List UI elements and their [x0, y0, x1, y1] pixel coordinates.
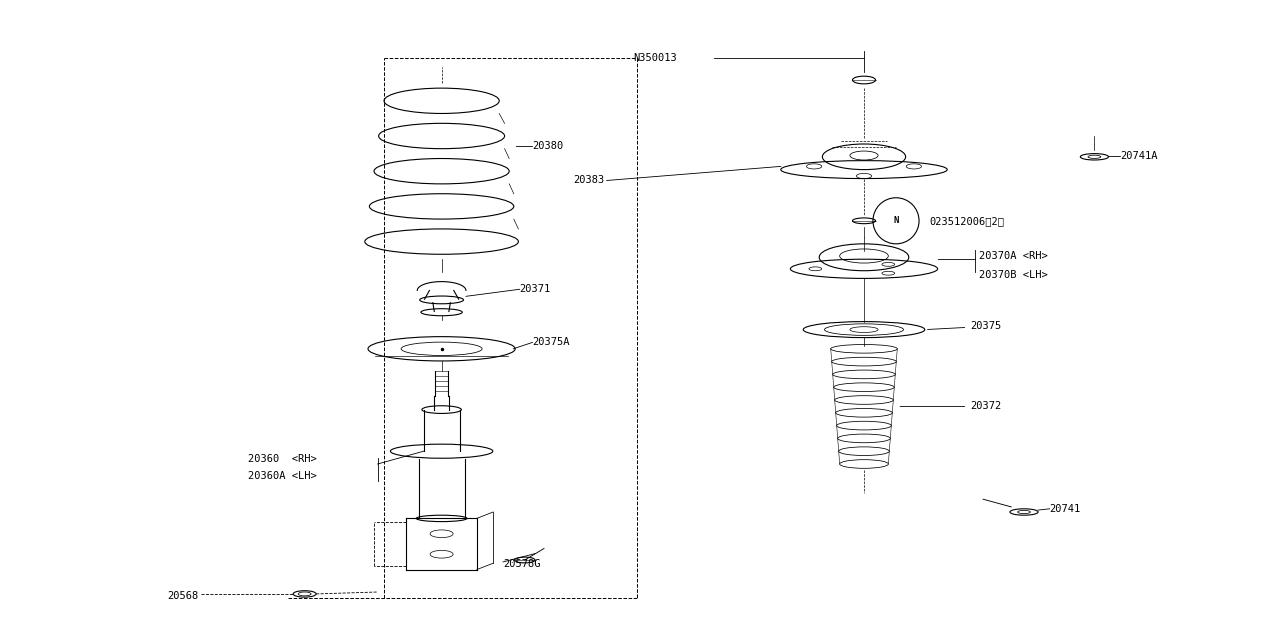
- Text: 20372: 20372: [900, 401, 1001, 412]
- Text: N350013: N350013: [634, 52, 677, 63]
- Text: N: N: [893, 216, 899, 225]
- Text: 20360  <RH>: 20360 <RH>: [248, 454, 317, 464]
- Text: 20371: 20371: [520, 284, 550, 294]
- Text: 20741A: 20741A: [1120, 150, 1157, 161]
- Text: 20375A: 20375A: [532, 337, 570, 348]
- Text: 20741: 20741: [1050, 504, 1080, 514]
- Text: 023512006（2）: 023512006（2）: [929, 216, 1005, 226]
- Text: 20568: 20568: [168, 591, 198, 602]
- Text: 20380: 20380: [532, 141, 563, 150]
- Text: 20383: 20383: [573, 175, 604, 186]
- Text: 20370B <LH>: 20370B <LH>: [979, 270, 1048, 280]
- Text: 20375: 20375: [928, 321, 1001, 332]
- Text: 20370A <RH>: 20370A <RH>: [979, 251, 1048, 261]
- Text: 20360A <LH>: 20360A <LH>: [248, 470, 317, 481]
- Text: 20578G: 20578G: [503, 559, 540, 570]
